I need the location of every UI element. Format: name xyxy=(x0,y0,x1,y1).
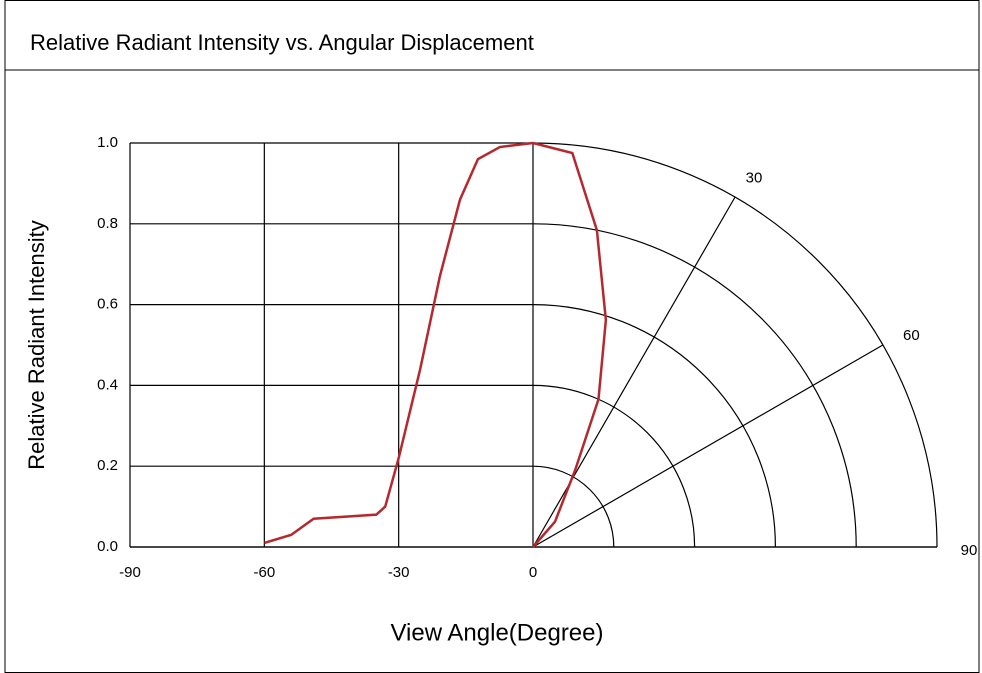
x-axis-label: View Angle(Degree) xyxy=(390,619,603,646)
chart-title: Relative Radiant Intensity vs. Angular D… xyxy=(30,30,534,55)
intensity-curve xyxy=(532,141,608,548)
polar-arc xyxy=(532,304,776,548)
angle-tick-label: 60 xyxy=(903,327,920,344)
x-tick-label: -90 xyxy=(119,564,141,581)
x-tick-label: 0 xyxy=(529,564,537,581)
x-tick-label: -60 xyxy=(253,564,275,581)
y-axis-label: Relative Radiant Intensity xyxy=(24,220,49,469)
x-tick-label: -30 xyxy=(388,564,410,581)
y-tick-label: 0.0 xyxy=(97,538,118,555)
intensity-curve xyxy=(263,141,534,545)
y-tick-label: 0.6 xyxy=(97,296,118,313)
angle-tick-label: 30 xyxy=(746,170,763,187)
radial-line xyxy=(532,196,736,548)
y-tick-label: 0.2 xyxy=(97,457,118,474)
polar-arc xyxy=(532,223,857,548)
polar-arc xyxy=(532,384,696,548)
radial-line xyxy=(532,344,884,548)
y-tick-label: 1.0 xyxy=(97,134,118,151)
angle-tick-label: 90 xyxy=(961,542,978,559)
frame xyxy=(4,0,980,673)
polar-arc xyxy=(532,142,938,548)
y-tick-label: 0.4 xyxy=(97,376,118,393)
polar-arc xyxy=(532,465,615,548)
y-tick-label: 0.8 xyxy=(97,215,118,232)
